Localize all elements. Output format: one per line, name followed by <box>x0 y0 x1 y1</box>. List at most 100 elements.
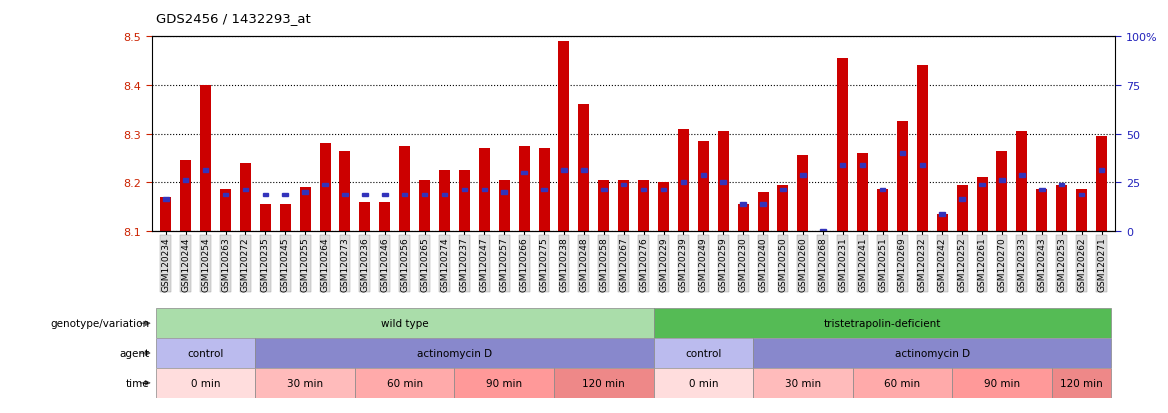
Bar <box>1018 174 1024 177</box>
Bar <box>753 368 853 398</box>
Bar <box>155 338 256 368</box>
Bar <box>320 144 331 231</box>
Bar <box>654 368 753 398</box>
Bar <box>200 85 211 231</box>
Bar <box>741 203 746 206</box>
Bar <box>256 338 654 368</box>
Bar <box>340 151 350 231</box>
Bar <box>382 193 388 197</box>
Bar <box>283 193 288 197</box>
Bar <box>939 213 945 216</box>
Text: 60 min: 60 min <box>387 378 423 388</box>
Bar <box>598 180 610 231</box>
Bar <box>602 188 606 192</box>
Bar <box>952 368 1051 398</box>
Text: genotype/variation: genotype/variation <box>50 318 150 328</box>
Bar <box>654 309 1112 338</box>
Bar <box>641 188 646 192</box>
Bar <box>1040 188 1044 192</box>
Bar <box>853 368 952 398</box>
Bar <box>479 149 489 231</box>
Bar <box>521 171 527 175</box>
Bar <box>256 368 355 398</box>
Bar <box>239 163 251 231</box>
Bar <box>957 185 967 231</box>
Text: control: control <box>686 348 722 358</box>
Text: 60 min: 60 min <box>884 378 920 388</box>
Text: actinomycin D: actinomycin D <box>895 348 969 358</box>
Bar <box>701 174 707 177</box>
Bar <box>580 169 586 172</box>
Text: 0 min: 0 min <box>689 378 718 388</box>
Bar <box>877 190 888 231</box>
Bar <box>1099 169 1104 172</box>
Text: 90 min: 90 min <box>486 378 522 388</box>
Text: control: control <box>187 348 224 358</box>
Bar <box>263 193 269 197</box>
Bar <box>419 180 430 231</box>
Bar <box>220 190 231 231</box>
Bar <box>300 188 311 231</box>
Bar <box>1059 183 1064 187</box>
Bar <box>976 178 987 231</box>
Bar <box>760 203 766 206</box>
Text: 90 min: 90 min <box>983 378 1020 388</box>
Bar <box>681 181 686 185</box>
Bar <box>155 368 256 398</box>
Text: 0 min: 0 min <box>190 378 221 388</box>
Bar <box>481 188 487 192</box>
Bar <box>880 188 885 192</box>
Bar <box>322 183 328 187</box>
Bar <box>578 105 590 231</box>
Bar <box>303 191 308 194</box>
Text: agent: agent <box>119 348 150 358</box>
Bar <box>180 161 192 231</box>
Bar <box>183 178 188 182</box>
Bar <box>355 368 454 398</box>
Bar <box>1079 193 1084 197</box>
Bar <box>155 309 654 338</box>
Bar <box>554 368 654 398</box>
Bar <box>837 59 848 231</box>
Bar <box>422 193 427 197</box>
Bar <box>461 188 467 192</box>
Bar <box>1056 185 1068 231</box>
Bar <box>798 156 808 231</box>
Bar <box>738 204 749 231</box>
Bar <box>697 142 709 231</box>
Text: wild type: wild type <box>381 318 429 328</box>
Bar <box>658 183 669 231</box>
Bar <box>164 198 168 202</box>
Bar <box>899 152 905 155</box>
Bar <box>721 181 726 185</box>
Bar <box>538 149 549 231</box>
Bar <box>996 151 1008 231</box>
Bar <box>558 42 570 231</box>
Bar <box>439 171 450 231</box>
Bar <box>1076 190 1087 231</box>
Text: tristetrapolin-deficient: tristetrapolin-deficient <box>823 318 941 328</box>
Text: 120 min: 120 min <box>1061 378 1103 388</box>
Bar <box>342 193 348 197</box>
Bar <box>1016 132 1028 231</box>
Bar <box>937 214 947 231</box>
Text: 30 min: 30 min <box>287 378 324 388</box>
Bar <box>800 174 806 177</box>
Bar <box>654 338 753 368</box>
Bar <box>561 169 566 172</box>
Bar <box>362 193 368 197</box>
Bar <box>780 188 786 192</box>
Bar <box>459 171 470 231</box>
Text: GDS2456 / 1432293_at: GDS2456 / 1432293_at <box>157 12 311 25</box>
Bar <box>778 185 788 231</box>
Bar <box>1051 368 1112 398</box>
Bar <box>753 338 1112 368</box>
Bar <box>857 154 868 231</box>
Bar <box>541 188 547 192</box>
Bar <box>399 146 410 231</box>
Bar <box>897 122 908 231</box>
Bar <box>380 202 390 231</box>
Bar <box>499 180 509 231</box>
Bar <box>758 192 769 231</box>
Bar <box>203 169 208 172</box>
